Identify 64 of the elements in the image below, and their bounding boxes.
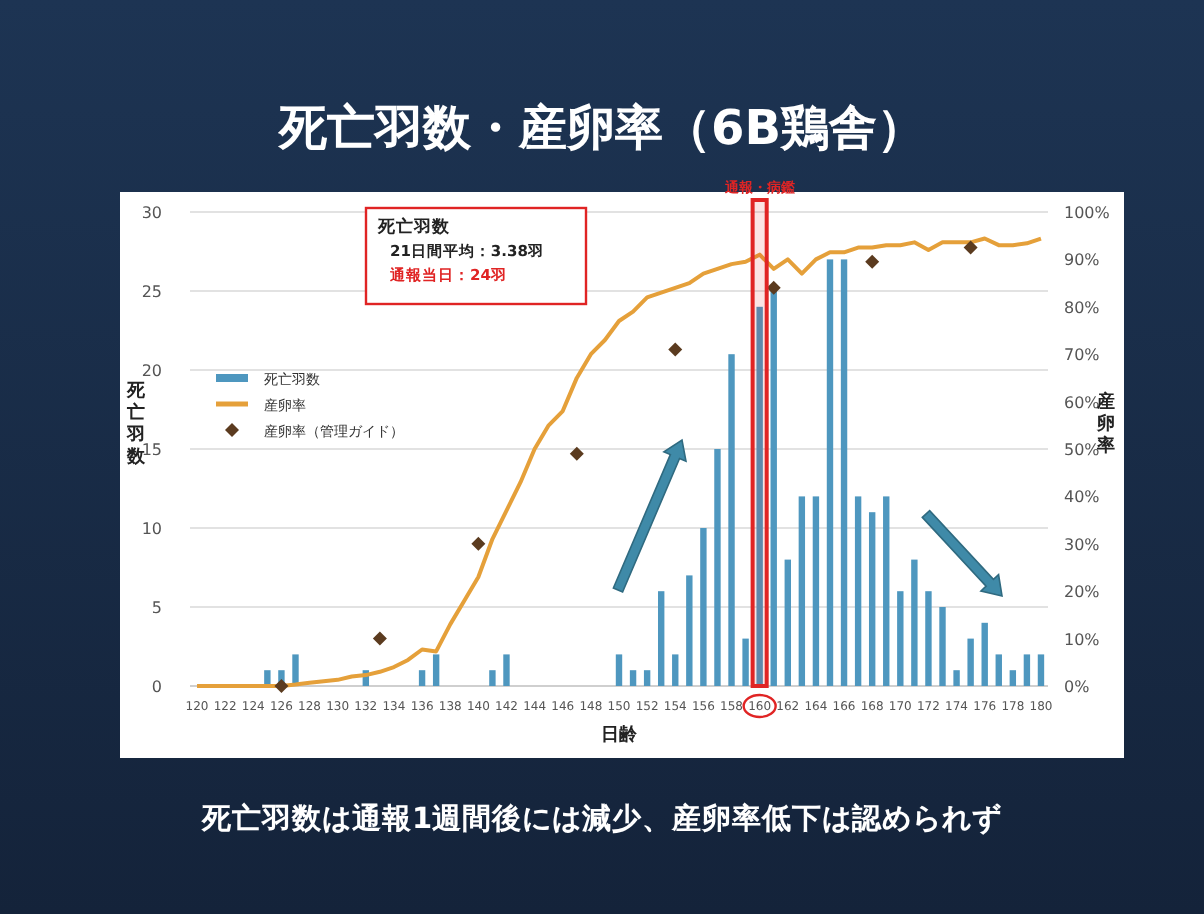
bar xyxy=(995,654,1002,686)
bar xyxy=(798,496,806,686)
bar xyxy=(854,496,862,686)
bar xyxy=(784,559,791,686)
bar xyxy=(714,449,721,686)
text: 死亡羽数は通報1週間後には減少、産卵率低下は認められず xyxy=(199,800,1003,836)
y2-tick-label: 10% xyxy=(1064,630,1101,649)
y2-tick-label: 50% xyxy=(1064,441,1101,459)
y-axis-title: 死亡羽数 xyxy=(376,216,452,238)
bar xyxy=(883,496,890,686)
bar xyxy=(742,638,749,686)
bar xyxy=(868,512,876,686)
y2-tick-label: 80% xyxy=(1064,298,1101,317)
y-tick-label: 20 xyxy=(141,362,162,380)
y-tick-label: 5 xyxy=(151,599,162,617)
bar xyxy=(686,575,693,686)
bar xyxy=(840,259,848,686)
y2-tick-label: 70% xyxy=(1064,346,1101,365)
chart-title: 死亡羽数・産卵率（6B鶏舎） xyxy=(277,100,925,156)
point xyxy=(668,342,683,357)
bar xyxy=(897,591,904,686)
bar xyxy=(672,654,679,686)
bar xyxy=(503,654,510,686)
bar xyxy=(629,670,637,686)
bar xyxy=(643,670,651,686)
bar xyxy=(812,496,820,686)
y-tick-label: 15 xyxy=(141,441,162,459)
bar xyxy=(1037,654,1045,686)
bar xyxy=(967,638,974,686)
y-tick-label: 30 xyxy=(141,204,162,222)
bar xyxy=(728,354,735,686)
bar xyxy=(1009,670,1017,686)
bar xyxy=(1023,654,1031,686)
bar xyxy=(418,670,426,686)
bar xyxy=(700,528,707,686)
y-tick-label: 0 xyxy=(151,678,162,696)
y2-tick-label: 60% xyxy=(1064,393,1101,412)
y2-tick-label: 40% xyxy=(1064,488,1101,507)
x-axis-title: 日齢 xyxy=(601,724,639,746)
point xyxy=(471,536,486,551)
y2-tick-label: 100% xyxy=(1064,204,1111,222)
y2-tick-label: 0% xyxy=(1064,678,1091,696)
bar xyxy=(939,607,946,686)
bar xyxy=(615,654,623,686)
y-tick-label: 25 xyxy=(141,283,162,301)
y2-tick-label: 20% xyxy=(1064,583,1101,602)
y-tick-label: 10 xyxy=(141,520,162,538)
bar xyxy=(432,654,440,686)
bar xyxy=(925,591,932,686)
bar xyxy=(953,670,960,686)
bar xyxy=(981,622,988,686)
bar xyxy=(489,670,496,686)
bar xyxy=(826,259,834,686)
point xyxy=(865,254,880,269)
point xyxy=(569,446,584,461)
point xyxy=(766,280,781,295)
y2-tick-label: 90% xyxy=(1064,251,1101,270)
point xyxy=(372,631,387,646)
y2-tick-label: 30% xyxy=(1064,535,1101,554)
bar xyxy=(911,559,918,686)
y2-axis-title: 産卵率 xyxy=(1095,391,1115,457)
point xyxy=(274,679,289,693)
point xyxy=(963,240,978,255)
bar xyxy=(658,591,665,686)
